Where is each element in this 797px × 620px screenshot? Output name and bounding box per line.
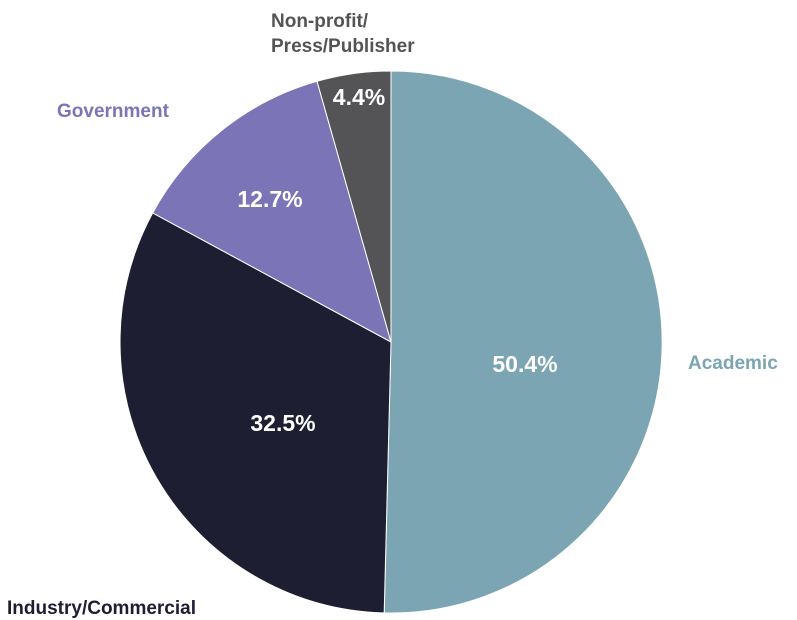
pie-slice-government [152, 80, 392, 344]
category-label-government: Government [57, 101, 170, 122]
slice-value-non-profit: 4.4% [333, 84, 385, 110]
pie-slice-non-profit-press-publisher [316, 70, 392, 343]
slice-value-government: 12.7% [237, 186, 302, 212]
slice-value-academic: 50.4% [492, 351, 557, 377]
category-label-industry-commercial: Industry/Commercial [7, 598, 196, 619]
slice-value-industry-commercial: 32.5% [250, 410, 315, 436]
pie-slice-industry-commercial [119, 212, 392, 614]
category-label-non-profit-line-2: Press/Publisher [271, 36, 415, 57]
category-label-non-profit-line-1: Non-profit/ [271, 11, 369, 32]
category-label-academic: Academic [688, 353, 778, 374]
pie-slice-academic [383, 70, 663, 614]
pie-slices [119, 70, 663, 614]
